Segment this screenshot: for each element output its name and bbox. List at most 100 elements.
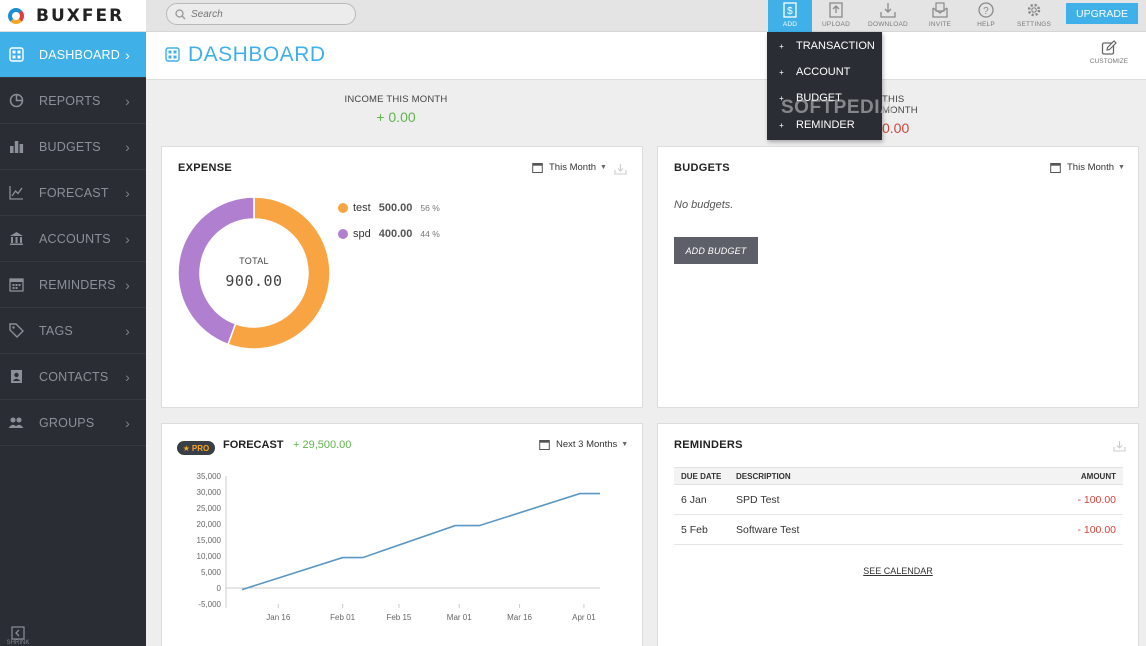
- sidebar-item-reminders[interactable]: REMINDERS ›: [0, 262, 146, 308]
- y-tick-label: 5,000: [201, 568, 222, 577]
- y-tick-label: 30,000: [197, 488, 222, 497]
- upgrade-button[interactable]: UPGRADE: [1066, 3, 1138, 24]
- add-button[interactable]: $ ADD: [768, 0, 812, 32]
- y-tick-label: 20,000: [197, 520, 222, 529]
- donut-slice-test[interactable]: [227, 196, 331, 350]
- edit-icon: [1101, 40, 1117, 55]
- chevron-right-icon: ›: [125, 184, 130, 201]
- x-tick-label: Apr 01: [572, 613, 596, 622]
- help-label: HELP: [977, 21, 995, 28]
- expense-period-label: This Month: [549, 162, 596, 173]
- expense-period-select[interactable]: This Month ▼: [532, 162, 607, 173]
- column-header[interactable]: AMOUNT: [963, 467, 1123, 485]
- calendar-icon: [8, 277, 24, 293]
- sidebar-item-dashboard[interactable]: DASHBOARD ›: [0, 32, 146, 78]
- download-icon[interactable]: [1113, 440, 1126, 452]
- help-button[interactable]: ? HELP: [964, 0, 1008, 32]
- sidebar-item-label: DASHBOARD: [39, 47, 120, 62]
- add-budget-button[interactable]: ADD BUDGET: [674, 237, 758, 264]
- column-header[interactable]: DESCRIPTION: [729, 467, 964, 485]
- forecast-period-select[interactable]: Next 3 Months ▼: [539, 439, 628, 450]
- line-chart-icon: [8, 185, 24, 201]
- legend-dot: [338, 229, 348, 239]
- contact-card-icon: [8, 369, 24, 385]
- due-date-cell: 5 Feb: [674, 514, 729, 545]
- sidebar-item-forecast[interactable]: FORECAST ›: [0, 170, 146, 216]
- budgets-title: BUDGETS: [674, 162, 730, 174]
- dashboard-icon: [8, 47, 24, 63]
- sidebar-item-budgets[interactable]: BUDGETS ›: [0, 124, 146, 170]
- y-tick-label: 25,000: [197, 504, 222, 513]
- plus-icon: +: [779, 120, 784, 130]
- chevron-right-icon: ›: [125, 92, 130, 109]
- settings-button[interactable]: SETTINGS: [1012, 0, 1056, 32]
- download-icon[interactable]: [614, 163, 627, 175]
- sidebar-item-label: FORECAST: [39, 185, 109, 200]
- column-header[interactable]: DUE DATE: [674, 467, 729, 485]
- buxfer-logo-icon: [8, 7, 24, 24]
- sidebar-item-label: GROUPS: [39, 415, 95, 430]
- svg-text:?: ?: [983, 6, 989, 17]
- sidebar-item-accounts[interactable]: ACCOUNTS ›: [0, 216, 146, 262]
- brand-name: BUXFER: [36, 5, 125, 26]
- search-icon: [175, 8, 186, 19]
- download-button[interactable]: DOWNLOAD: [866, 0, 910, 32]
- plus-icon: +: [779, 41, 784, 51]
- menu-item-budget[interactable]: + BUDGET: [767, 88, 882, 108]
- add-icon: $: [783, 2, 797, 18]
- chevron-right-icon: ›: [125, 230, 130, 247]
- customize-button[interactable]: CUSTOMIZE: [1084, 40, 1134, 65]
- legend-item[interactable]: test 500.00 56 %: [338, 202, 440, 214]
- legend-name: test: [353, 202, 371, 214]
- sidebar-item-label: TAGS: [39, 323, 73, 338]
- menu-item-reminder[interactable]: + REMINDER: [767, 115, 882, 135]
- expense-summary-label: THIS MONTH: [882, 94, 918, 116]
- menu-item-account[interactable]: + ACCOUNT: [767, 62, 882, 82]
- table-row[interactable]: 6 Jan SPD Test - 100.00: [674, 484, 1123, 515]
- search-input[interactable]: [191, 8, 341, 20]
- see-calendar-link[interactable]: SEE CALENDAR: [863, 566, 933, 576]
- caret-down-icon: ▼: [621, 441, 629, 448]
- budgets-period-select[interactable]: This Month ▼: [1050, 162, 1125, 173]
- settings-label: SETTINGS: [1016, 21, 1052, 28]
- gear-icon: [1027, 3, 1041, 17]
- upload-button[interactable]: UPLOAD: [814, 0, 858, 32]
- page-title: DASHBOARD: [188, 43, 326, 66]
- description-cell: Software Test: [729, 514, 964, 545]
- download-label: DOWNLOAD: [868, 21, 908, 28]
- caret-down-icon: ▼: [600, 164, 607, 171]
- chevron-right-icon: ›: [125, 276, 130, 293]
- calendar-icon: [1050, 163, 1061, 173]
- search-box[interactable]: [166, 3, 356, 25]
- total-value: 900.00: [225, 272, 283, 290]
- menu-item-transaction[interactable]: + TRANSACTION: [767, 36, 882, 56]
- menu-item-label: ACCOUNT: [796, 66, 851, 78]
- donut-slice-spd[interactable]: [177, 196, 255, 346]
- customize-label: CUSTOMIZE: [1089, 58, 1129, 65]
- table-row[interactable]: 5 Feb Software Test - 100.00: [674, 514, 1123, 545]
- forecast-series-line[interactable]: [241, 492, 600, 591]
- chevron-right-icon: ›: [125, 138, 130, 155]
- top-bar: $ ADD UPLOAD DOWNLOAD INVITE ? HELP SETT…: [146, 0, 1146, 32]
- reminders-title: REMINDERS: [674, 439, 743, 451]
- legend-percent: 56 %: [420, 203, 440, 213]
- calendar-icon: [539, 440, 550, 450]
- total-label: TOTAL: [239, 256, 269, 266]
- sidebar-item-groups[interactable]: GROUPS ›: [0, 400, 146, 446]
- income-summary: INCOME THIS MONTH + 0.00: [336, 94, 456, 125]
- plus-icon: +: [779, 93, 784, 103]
- help-icon: ?: [978, 2, 994, 18]
- chevron-right-icon: ›: [125, 46, 130, 63]
- invite-button[interactable]: INVITE: [918, 0, 962, 32]
- y-tick-label: 35,000: [197, 472, 222, 481]
- logo[interactable]: BUXFER: [0, 0, 146, 32]
- sidebar-item-contacts[interactable]: CONTACTS ›: [0, 354, 146, 400]
- x-tick-label: Feb 01: [330, 613, 355, 622]
- shrink-sidebar-button[interactable]: SHRINK: [0, 618, 36, 646]
- y-tick-label: 0: [217, 584, 222, 593]
- sidebar-item-tags[interactable]: TAGS ›: [0, 308, 146, 354]
- sidebar-item-label: REMINDERS: [39, 277, 116, 292]
- sidebar-item-reports[interactable]: REPORTS ›: [0, 78, 146, 124]
- expense-donut-chart: [177, 196, 331, 350]
- legend-item[interactable]: spd 400.00 44 %: [338, 228, 440, 240]
